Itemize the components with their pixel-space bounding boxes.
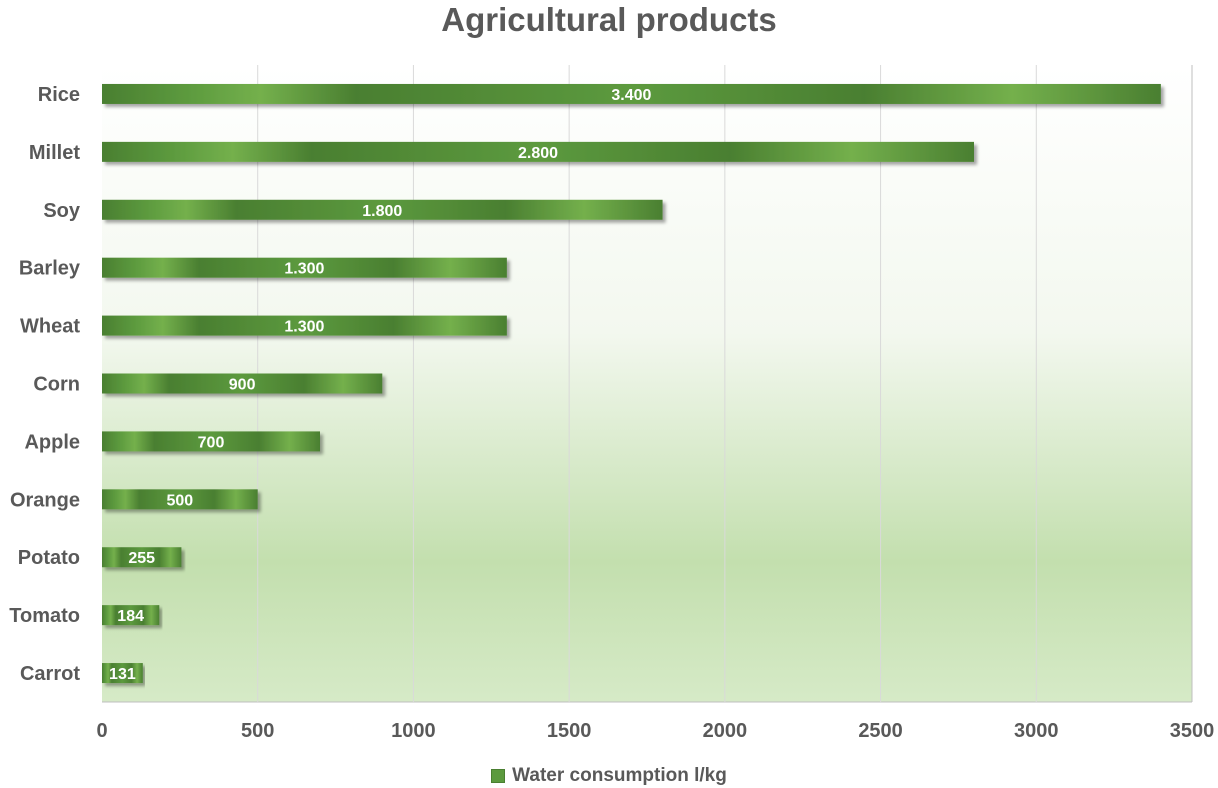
category-label: Corn: [33, 374, 80, 396]
legend-swatch: [491, 769, 506, 783]
category-label: Soy: [43, 200, 81, 222]
bar: [102, 663, 143, 684]
bar: [102, 431, 320, 452]
category-label: Barley: [19, 258, 81, 280]
bar: [102, 315, 507, 336]
category-label: Wheat: [20, 316, 80, 338]
data-label: 3.400: [611, 87, 651, 104]
bar: [102, 257, 507, 278]
x-tick-label: 2500: [858, 720, 903, 742]
data-label: 1.800: [362, 203, 402, 220]
bar: [102, 373, 383, 394]
category-label: Millet: [29, 142, 80, 164]
bar: [102, 605, 160, 626]
data-label: 255: [128, 550, 155, 567]
data-label: 900: [229, 377, 256, 394]
data-label: 1.300: [284, 319, 324, 336]
x-tick-label: 1000: [391, 720, 436, 742]
bar: [102, 141, 974, 162]
bar-chart: 0 500 1000 1500 2000 2500 3000 3500 Rice 3.400 Mil…: [9, 65, 1215, 742]
legend-label: Water consumption l/kg: [512, 765, 727, 786]
category-label: Orange: [10, 489, 80, 511]
legend: Water consumption l/kg: [0, 764, 1218, 788]
x-tick-label: 500: [241, 720, 274, 742]
data-label: 131: [109, 666, 136, 683]
category-label: Carrot: [20, 663, 80, 685]
bar: [102, 489, 258, 510]
data-label: 184: [117, 608, 144, 625]
bar: [102, 83, 1161, 104]
x-tick-label: 1500: [547, 720, 592, 742]
bar: [102, 547, 182, 568]
x-tick-label: 2000: [703, 720, 748, 742]
x-tick-label: 3000: [1014, 720, 1059, 742]
bar: [102, 199, 663, 220]
data-label: 700: [198, 434, 225, 451]
x-tick-label: 3500: [1170, 720, 1215, 742]
data-label: 1.300: [284, 261, 324, 278]
chart-title: Agricultural products: [441, 1, 777, 38]
category-label: Apple: [24, 431, 80, 453]
category-label: Tomato: [9, 605, 80, 627]
category-label: Potato: [18, 547, 80, 569]
data-label: 500: [167, 492, 194, 509]
category-label: Rice: [38, 84, 80, 106]
x-tick-label: 0: [96, 720, 107, 742]
data-label: 2.800: [518, 145, 558, 162]
